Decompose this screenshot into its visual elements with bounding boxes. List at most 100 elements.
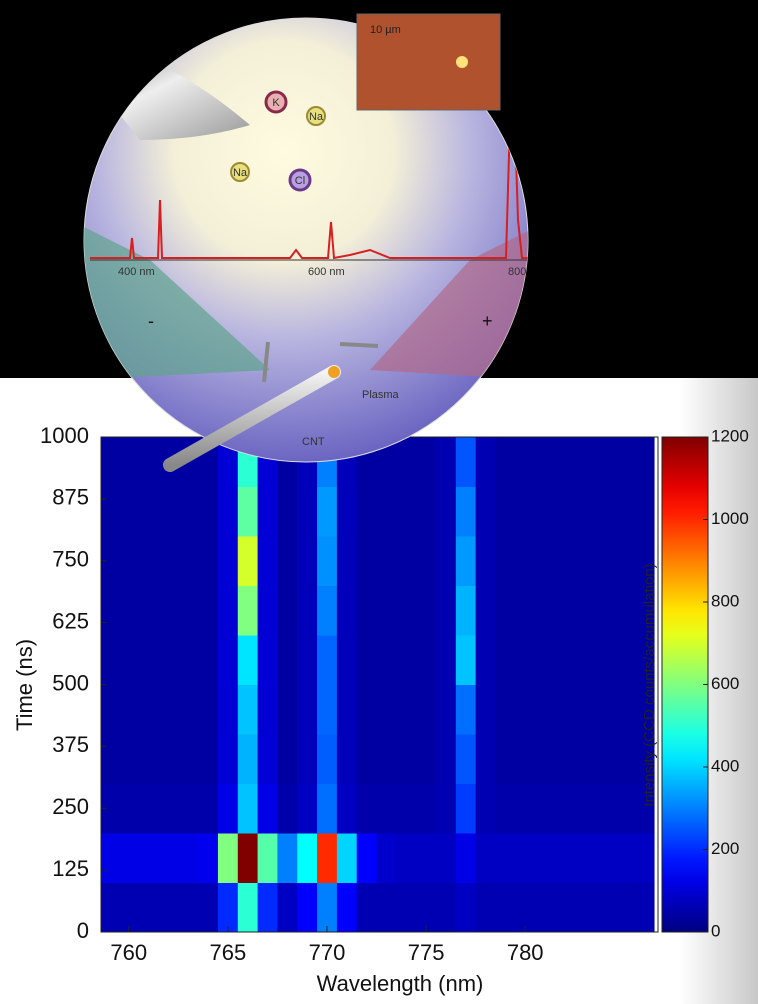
- heat-cell: [594, 437, 615, 487]
- heat-cell: [475, 833, 496, 883]
- heat-cell: [574, 437, 596, 487]
- heat-cell: [118, 437, 140, 487]
- heat-cell: [614, 486, 635, 537]
- heat-cell: [277, 833, 298, 883]
- heat-cell: [101, 882, 120, 932]
- heat-cell: [217, 833, 239, 883]
- heat-cell: [376, 783, 397, 834]
- heat-cell: [376, 734, 397, 784]
- heat-cell: [435, 783, 457, 834]
- colorbar: [661, 436, 709, 933]
- heat-cell: [118, 882, 140, 932]
- heat-cell: [217, 783, 239, 834]
- electrode-minus: -: [148, 311, 154, 331]
- heat-cell: [158, 734, 179, 784]
- spectrum-label: 600 nm: [308, 266, 345, 278]
- heatmap: [101, 437, 655, 932]
- heat-cell: [455, 635, 477, 685]
- heat-cell: [535, 833, 556, 883]
- colorbar-tick-label: 0: [711, 921, 720, 940]
- heat-cell: [237, 536, 259, 586]
- heat-cell: [416, 783, 437, 834]
- heat-cell: [376, 585, 397, 636]
- heat-cell: [257, 486, 278, 537]
- heat-cell: [257, 585, 278, 636]
- heat-cell: [435, 585, 457, 636]
- heat-cell: [396, 783, 417, 834]
- heat-cell: [101, 833, 120, 883]
- heat-cell: [475, 635, 496, 685]
- heat-cell: [178, 734, 199, 784]
- heat-cell: [178, 635, 199, 685]
- heat-cell: [198, 882, 219, 932]
- spectrum-label: 800: [508, 266, 526, 278]
- heat-cell: [574, 882, 596, 932]
- heat-cell: [317, 585, 338, 636]
- heat-cell: [574, 486, 596, 537]
- heat-cell: [277, 536, 298, 586]
- heat-cell: [237, 734, 259, 784]
- ion: [306, 106, 326, 126]
- ion: [264, 90, 288, 114]
- heat-cell: [356, 486, 378, 537]
- heat-cell: [495, 486, 516, 537]
- heat-cell: [336, 536, 358, 586]
- heat-cell: [376, 536, 397, 586]
- heat-cell: [317, 536, 338, 586]
- heat-cell: [118, 684, 140, 735]
- heat-cell: [277, 585, 298, 636]
- heat-cell: [237, 783, 259, 834]
- colorbar-tick-label: 600: [711, 674, 739, 693]
- heat-cell: [634, 585, 655, 636]
- heat-cell: [277, 635, 298, 685]
- heat-cell: [554, 833, 576, 883]
- heat-cell: [535, 585, 556, 636]
- heat-cell: [435, 684, 457, 735]
- heat-cell: [217, 635, 239, 685]
- heat-cell: [257, 734, 278, 784]
- heat-cell: [475, 684, 496, 735]
- heat-cell: [396, 684, 417, 735]
- heat-cell: [535, 734, 556, 784]
- heat-cell: [614, 536, 635, 586]
- heat-cell: [594, 833, 615, 883]
- heat-cell: [416, 833, 437, 883]
- heat-cell: [336, 833, 358, 883]
- heat-cell: [101, 684, 120, 735]
- heat-cell: [614, 684, 635, 735]
- heat-cell: [396, 437, 417, 487]
- x-tick-label: 780: [507, 940, 544, 965]
- heat-cell: [356, 635, 378, 685]
- colorbar-tick-label: 400: [711, 756, 739, 775]
- heat-cell: [138, 486, 159, 537]
- nanotube: [339, 342, 379, 348]
- heat-cell: [217, 486, 239, 537]
- heat-cell: [594, 585, 615, 636]
- heat-cell: [158, 783, 179, 834]
- heat-cell: [554, 536, 576, 586]
- heat-cell: [614, 585, 635, 636]
- heat-cell: [376, 635, 397, 685]
- ion: [230, 162, 250, 182]
- axes: 760 765 770 775 780 0 125 250 375 500 625 750 875 100…: [40, 423, 749, 965]
- heat-cell: [101, 585, 120, 636]
- heat-cell: [336, 585, 358, 636]
- colorbar-tick-label: 800: [711, 591, 739, 610]
- heat-cell: [237, 585, 259, 636]
- heat-cell: [297, 833, 318, 883]
- heat-cell: [634, 536, 655, 586]
- heat-cell: [118, 734, 140, 784]
- heat-cell: [138, 783, 159, 834]
- heat-cell: [376, 833, 397, 883]
- heat-cell: [495, 536, 516, 586]
- electrode-right: [370, 225, 528, 380]
- heat-cell: [515, 734, 536, 784]
- heat-cell: [237, 635, 259, 685]
- heat-cell: [614, 734, 635, 784]
- heat-cell: [138, 437, 159, 487]
- heat-cell: [158, 833, 179, 883]
- heat-cell: [535, 684, 556, 735]
- heat-cell: [416, 437, 437, 487]
- heat-cell: [535, 882, 556, 932]
- heat-cell: [435, 536, 457, 586]
